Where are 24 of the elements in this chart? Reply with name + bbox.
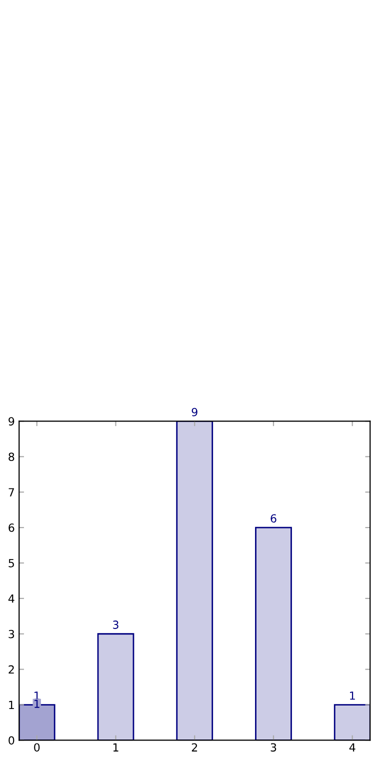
- y-tick-label: 1: [9, 700, 14, 709]
- x-tick-label: 0: [34, 743, 40, 752]
- y-tick-label: 7: [8, 488, 14, 496]
- data-label: 6: [270, 514, 276, 523]
- y-tick-label: 9: [8, 417, 14, 426]
- data-label: 1: [350, 692, 355, 700]
- x-tick-label: 3: [270, 743, 276, 752]
- bar: [255, 526, 292, 740]
- x-tick-label: 4: [349, 743, 356, 752]
- x-tick-label: 2: [192, 743, 198, 752]
- data-label: 3: [113, 620, 118, 629]
- bar: [176, 421, 214, 740]
- y-tick-label: 3: [8, 630, 14, 638]
- y-tick-label: 6: [8, 524, 14, 532]
- y-tick-label: 5: [8, 559, 14, 568]
- y-tick-label: 2: [8, 665, 14, 674]
- data-label: 1: [34, 700, 40, 708]
- y-tick-label: 8: [8, 452, 14, 462]
- y-tick-label: 0: [8, 736, 14, 745]
- bar: [97, 633, 134, 740]
- bar: [334, 704, 370, 740]
- data-label: 9: [192, 408, 198, 416]
- y-tick-label: 4: [8, 594, 14, 603]
- x-tick-label: 1: [113, 743, 118, 752]
